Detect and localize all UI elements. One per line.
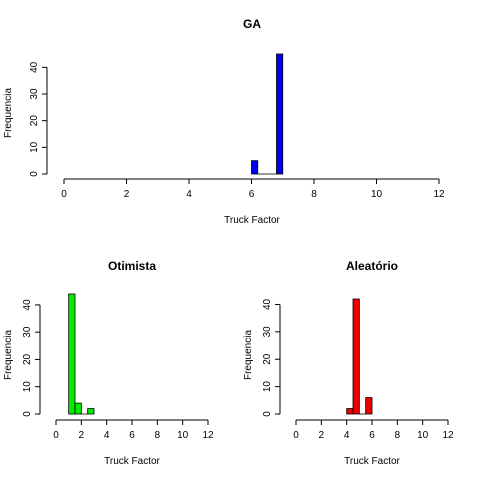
panel-title: GA (243, 17, 261, 31)
histogram-bar (276, 53, 284, 175)
x-tick-label: 0 (61, 189, 67, 200)
x-tick-label: 8 (311, 189, 317, 200)
y-tick-label: 10 (22, 381, 33, 393)
panel-title: Aleatório (346, 259, 398, 273)
panel-title: Otimista (108, 259, 156, 273)
panel-otimista: Otimista Truck Factor Frequencia 0 2 4 6 8 10… (3, 259, 214, 467)
y-tick-label: 30 (29, 88, 40, 100)
x-tick-label: 0 (53, 430, 59, 441)
histogram-bar (74, 402, 82, 415)
x-tick-label: 8 (395, 430, 401, 441)
y-tick-label: 40 (29, 61, 40, 73)
y-tick-label: 20 (262, 353, 273, 365)
x-tick-label: 4 (186, 189, 192, 200)
histogram-bar (346, 408, 354, 415)
y-axis-label: Frequencia (3, 330, 14, 380)
y-tick-label: 40 (262, 298, 273, 310)
y-tick-label: 40 (22, 299, 33, 311)
y-tick-label: 0 (29, 171, 40, 177)
x-tick-label: 12 (202, 430, 214, 441)
histogram-bar (87, 408, 95, 415)
y-axis-label: Frequencia (243, 330, 254, 380)
y-tick-label: 10 (29, 141, 40, 153)
histogram-bar (68, 293, 76, 415)
x-tick-label: 2 (79, 430, 85, 441)
y-axis-label: Frequencia (3, 88, 14, 138)
histogram-bar (251, 160, 259, 175)
y-tick-label: 20 (29, 115, 40, 127)
y-tick-label: 20 (22, 353, 33, 365)
y-tick-label: 30 (262, 326, 273, 338)
y-tick-label: 10 (262, 381, 273, 393)
x-tick-label: 6 (129, 430, 135, 441)
x-tick-label: 2 (319, 430, 325, 441)
x-axis-label: Truck Factor (104, 456, 160, 467)
x-tick-label: 4 (104, 430, 110, 441)
x-tick-label: 8 (155, 430, 161, 441)
x-tick-label: 6 (249, 189, 255, 200)
y-tick-label: 0 (262, 411, 273, 417)
x-tick-label: 0 (293, 430, 299, 441)
x-tick-label: 6 (369, 430, 375, 441)
x-tick-label: 10 (177, 430, 189, 441)
panel-aleatorio: Aleatório Truck Factor Frequencia 0 2 4 6 8 1… (243, 259, 454, 467)
x-axis-label: Truck Factor (224, 215, 280, 226)
x-tick-label: 4 (344, 430, 350, 441)
panel-ga: GA Truck Factor Frequencia 0 2 4 6 8 10 12 0 10 2… (3, 17, 445, 226)
x-tick-label: 10 (371, 189, 383, 200)
x-tick-label: 2 (124, 189, 130, 200)
histogram-bar (365, 397, 373, 415)
histogram-bar (352, 298, 360, 415)
x-axis-label: Truck Factor (344, 456, 400, 467)
y-tick-label: 30 (22, 326, 33, 338)
y-tick-label: 0 (22, 411, 33, 417)
x-tick-label: 12 (433, 189, 445, 200)
x-tick-label: 12 (442, 430, 454, 441)
x-tick-label: 10 (417, 430, 429, 441)
